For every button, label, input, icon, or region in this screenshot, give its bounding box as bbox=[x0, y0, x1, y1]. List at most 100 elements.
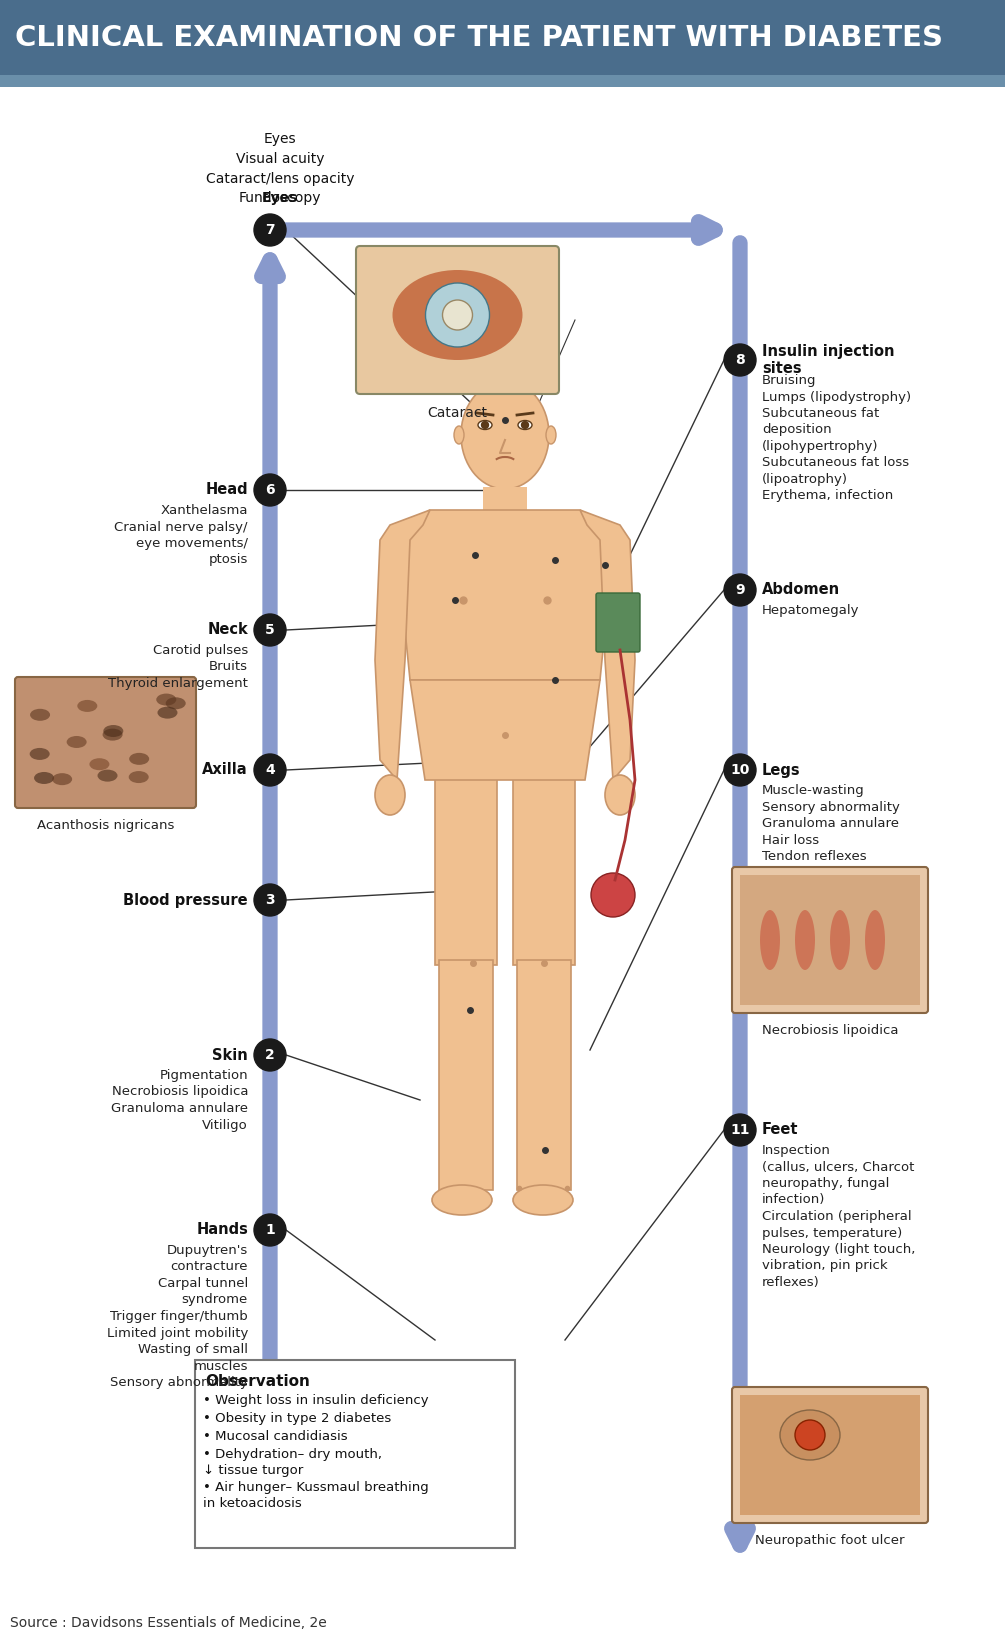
Ellipse shape bbox=[780, 1410, 840, 1459]
Text: Acanthosis nigricans: Acanthosis nigricans bbox=[37, 819, 174, 832]
Ellipse shape bbox=[52, 772, 72, 786]
FancyBboxPatch shape bbox=[356, 245, 559, 394]
Ellipse shape bbox=[77, 700, 97, 712]
Ellipse shape bbox=[130, 753, 149, 764]
Text: Pigmentation
Necrobiosis lipoidica
Granuloma annulare
Vitiligo: Pigmentation Necrobiosis lipoidica Granu… bbox=[111, 1069, 248, 1131]
Polygon shape bbox=[580, 511, 635, 781]
Bar bbox=[0, 76, 1005, 87]
Text: Skin: Skin bbox=[212, 1047, 248, 1062]
Ellipse shape bbox=[166, 697, 186, 710]
Text: 5: 5 bbox=[265, 623, 275, 637]
Ellipse shape bbox=[393, 270, 523, 361]
Ellipse shape bbox=[104, 725, 124, 736]
Text: Hepatomegaly: Hepatomegaly bbox=[762, 604, 859, 618]
Text: Head: Head bbox=[205, 483, 248, 497]
Text: 2: 2 bbox=[265, 1047, 275, 1062]
Text: • Weight loss in insulin deficiency: • Weight loss in insulin deficiency bbox=[203, 1393, 428, 1407]
Text: Eyes: Eyes bbox=[262, 191, 298, 204]
Text: • Mucosal candidiasis: • Mucosal candidiasis bbox=[203, 1430, 348, 1443]
Bar bbox=[513, 776, 575, 965]
Ellipse shape bbox=[103, 728, 123, 741]
Ellipse shape bbox=[129, 771, 149, 782]
Text: 4: 4 bbox=[265, 763, 275, 777]
Text: Axilla: Axilla bbox=[202, 763, 248, 777]
Circle shape bbox=[724, 754, 756, 786]
Bar bbox=[740, 1395, 920, 1515]
Ellipse shape bbox=[461, 380, 549, 489]
Ellipse shape bbox=[830, 911, 850, 970]
Ellipse shape bbox=[795, 911, 815, 970]
Text: 6: 6 bbox=[265, 483, 274, 497]
Ellipse shape bbox=[605, 776, 635, 815]
Text: Insulin injection
sites: Insulin injection sites bbox=[762, 344, 894, 376]
Text: Neuropathic foot ulcer: Neuropathic foot ulcer bbox=[755, 1533, 904, 1547]
Text: 8: 8 bbox=[735, 352, 745, 367]
Text: Bruising
Lumps (lipodystrophy)
Subcutaneous fat
deposition
(lipohypertrophy)
Sub: Bruising Lumps (lipodystrophy) Subcutane… bbox=[762, 374, 912, 502]
Text: Carotid pulses
Bruits
Thyroid enlargement: Carotid pulses Bruits Thyroid enlargemen… bbox=[109, 644, 248, 690]
Text: Abdomen: Abdomen bbox=[762, 583, 840, 598]
Circle shape bbox=[254, 1214, 286, 1247]
Bar bbox=[435, 776, 497, 965]
Text: Inspection
(callus, ulcers, Charcot
neuropathy, fungal
infection)
Circulation (p: Inspection (callus, ulcers, Charcot neur… bbox=[762, 1145, 916, 1290]
Bar bbox=[740, 875, 920, 1005]
Ellipse shape bbox=[89, 758, 110, 771]
Circle shape bbox=[254, 884, 286, 916]
Ellipse shape bbox=[158, 707, 178, 718]
Bar bbox=[0, 0, 1005, 76]
Text: Source : Davidsons Essentials of Medicine, 2e: Source : Davidsons Essentials of Medicin… bbox=[10, 1616, 327, 1631]
Ellipse shape bbox=[30, 748, 49, 759]
Circle shape bbox=[254, 474, 286, 506]
Text: Cataract: Cataract bbox=[427, 407, 487, 420]
Circle shape bbox=[724, 575, 756, 606]
Circle shape bbox=[442, 300, 472, 329]
Circle shape bbox=[254, 214, 286, 245]
Text: 3: 3 bbox=[265, 893, 274, 907]
FancyBboxPatch shape bbox=[732, 866, 928, 1013]
Text: Xanthelasma
Cranial nerve palsy/
eye movements/
ptosis: Xanthelasma Cranial nerve palsy/ eye mov… bbox=[115, 504, 248, 567]
Circle shape bbox=[254, 754, 286, 786]
Circle shape bbox=[591, 873, 635, 917]
Bar bbox=[483, 488, 527, 527]
Text: Dupuytren's
contracture
Carpal tunnel
syndrome
Trigger finger/thumb
Limited join: Dupuytren's contracture Carpal tunnel sy… bbox=[107, 1243, 248, 1388]
Circle shape bbox=[724, 1113, 756, 1146]
Text: Legs: Legs bbox=[762, 763, 801, 777]
Text: Observation: Observation bbox=[205, 1374, 310, 1388]
Circle shape bbox=[254, 614, 286, 646]
Polygon shape bbox=[375, 511, 430, 781]
Text: Eyes
Visual acuity
Cataract/lens opacity
Fundoscopy: Eyes Visual acuity Cataract/lens opacity… bbox=[206, 132, 354, 204]
Ellipse shape bbox=[454, 427, 464, 445]
Ellipse shape bbox=[432, 1184, 492, 1215]
Text: Blood pressure: Blood pressure bbox=[124, 893, 248, 907]
Ellipse shape bbox=[66, 736, 86, 748]
Ellipse shape bbox=[546, 427, 556, 445]
Text: Necrobiosis lipoidica: Necrobiosis lipoidica bbox=[762, 1024, 898, 1038]
Ellipse shape bbox=[97, 769, 118, 782]
Text: 11: 11 bbox=[731, 1123, 750, 1136]
Text: CLINICAL EXAMINATION OF THE PATIENT WITH DIABETES: CLINICAL EXAMINATION OF THE PATIENT WITH… bbox=[15, 25, 943, 53]
Ellipse shape bbox=[375, 776, 405, 815]
Ellipse shape bbox=[865, 911, 885, 970]
Text: 7: 7 bbox=[265, 222, 274, 237]
Ellipse shape bbox=[30, 708, 50, 721]
Polygon shape bbox=[410, 680, 600, 781]
Polygon shape bbox=[395, 511, 615, 680]
Bar bbox=[517, 960, 571, 1191]
Text: 9: 9 bbox=[736, 583, 745, 596]
Text: • Air hunger– Kussmaul breathing
in ketoacidosis: • Air hunger– Kussmaul breathing in keto… bbox=[203, 1481, 429, 1510]
Text: Neck: Neck bbox=[207, 623, 248, 637]
Bar bbox=[439, 960, 493, 1191]
Text: Feet: Feet bbox=[762, 1123, 799, 1138]
FancyBboxPatch shape bbox=[732, 1387, 928, 1523]
Circle shape bbox=[481, 422, 488, 428]
Circle shape bbox=[795, 1420, 825, 1449]
Ellipse shape bbox=[760, 911, 780, 970]
Text: • Obesity in type 2 diabetes: • Obesity in type 2 diabetes bbox=[203, 1411, 391, 1425]
Ellipse shape bbox=[478, 420, 492, 430]
Circle shape bbox=[254, 1039, 286, 1071]
Bar bbox=[195, 1360, 515, 1548]
Circle shape bbox=[724, 344, 756, 376]
Ellipse shape bbox=[34, 772, 54, 784]
Ellipse shape bbox=[513, 1184, 573, 1215]
Circle shape bbox=[522, 422, 529, 428]
Text: 1: 1 bbox=[265, 1224, 275, 1237]
